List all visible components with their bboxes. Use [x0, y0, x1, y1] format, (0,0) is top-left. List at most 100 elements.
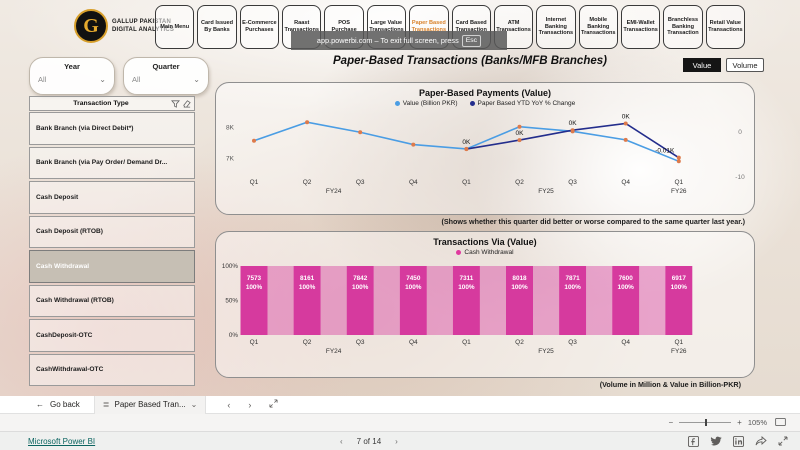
nav-tab-internet-banking-transactions[interactable]: Internet Banking Transactions	[536, 5, 576, 49]
legend-item[interactable]: Cash Withdrawal	[456, 249, 514, 256]
transaction-type-option[interactable]: Cash Withdrawal (RTOB)	[29, 284, 195, 317]
svg-text:Q3: Q3	[568, 179, 577, 186]
legend-item[interactable]: Paper Based YTD YoY % Change	[469, 100, 575, 107]
filter-icon[interactable]	[171, 99, 180, 108]
svg-text:Q1: Q1	[674, 339, 683, 346]
svg-text:0K: 0K	[622, 113, 631, 120]
fullscreen-exit-text: app.powerbi.com – To exit full screen, p…	[316, 36, 459, 45]
chevron-down-icon[interactable]: ⌄	[193, 75, 200, 84]
svg-text:FY25: FY25	[538, 348, 554, 355]
nav-tab-mobile-banking-transactions[interactable]: Mobile Banking Transactions	[578, 5, 618, 49]
svg-text:Q1: Q1	[250, 179, 259, 186]
legend-dot-icon	[456, 250, 462, 255]
svg-text:Q1: Q1	[674, 179, 683, 186]
transaction-type-header: Transaction Type	[73, 100, 129, 107]
powerbi-toolbar: ← Go back ≣ Paper Based Tran... ⌄ ‹ ›	[0, 395, 800, 414]
eraser-icon[interactable]	[182, 99, 191, 108]
svg-text:-10: -10	[735, 174, 745, 181]
fullscreen-icon[interactable]	[778, 436, 788, 446]
nav-tab-main-menu[interactable]: Main Menu	[155, 5, 195, 49]
svg-text:100%: 100%	[405, 284, 422, 291]
svg-text:Q4: Q4	[409, 179, 418, 186]
next-page-icon[interactable]: ›	[395, 436, 398, 446]
page-selector-tab[interactable]: ≣ Paper Based Tran... ⌄	[93, 395, 207, 414]
svg-text:100%: 100%	[246, 284, 263, 291]
bar-chart-legend: Cash Withdrawal	[216, 249, 754, 256]
facebook-icon[interactable]	[688, 435, 699, 447]
year-dropdown-value: All	[38, 75, 47, 84]
zoom-controls-row: − + 105%	[0, 414, 800, 431]
line-chart-title: Paper-Based Payments (Value)	[418, 88, 552, 98]
nav-tab-branchless-banking-transaction[interactable]: Branchless Banking Transaction	[663, 5, 703, 49]
transaction-type-option[interactable]: Bank Branch (via Pay Order/ Demand Dr...	[29, 146, 195, 179]
svg-text:50%: 50%	[225, 298, 238, 305]
svg-text:0K: 0K	[462, 139, 471, 146]
zoom-slider-thumb[interactable]	[705, 419, 708, 426]
nav-tab-atm-transactions[interactable]: ATM Transactions	[493, 5, 534, 49]
nav-tab-card-issued-by-banks[interactable]: Card Issued By Banks	[197, 5, 237, 49]
svg-text:7573: 7573	[247, 275, 262, 282]
fit-to-page-icon[interactable]	[775, 417, 786, 428]
next-page-icon[interactable]: ›	[248, 399, 252, 410]
share-icon[interactable]	[755, 435, 767, 447]
report-nav-tabs: Main Menu Card Issued By Banks E-Commerce …	[155, 5, 746, 49]
year-dropdown[interactable]: Year All ⌄	[29, 57, 115, 95]
svg-text:0%: 0%	[229, 332, 239, 339]
svg-text:8K: 8K	[226, 124, 235, 131]
esc-key-badge: Esc	[461, 34, 482, 47]
page-pager: ‹ 7 of 14 ›	[340, 437, 398, 446]
svg-text:Q1: Q1	[462, 339, 471, 346]
svg-text:Q2: Q2	[303, 179, 312, 186]
page-indicator: 7 of 14	[356, 436, 382, 446]
svg-text:0: 0	[738, 129, 742, 136]
svg-text:0K: 0K	[516, 130, 525, 137]
svg-text:7842: 7842	[353, 275, 368, 282]
gallup-logo: G GALLUP PAKISTAN DIGITAL ANALYTICS	[74, 9, 174, 43]
powerbi-status-bar: Microsoft Power BI ‹ 7 of 14 ›	[0, 431, 800, 450]
svg-text:FY25: FY25	[538, 188, 554, 195]
svg-text:Q2: Q2	[515, 339, 524, 346]
svg-text:100%: 100%	[671, 284, 688, 291]
line-chart-note: (Shows whether this quarter did better o…	[441, 217, 745, 226]
svg-text:Q4: Q4	[621, 179, 630, 186]
transaction-type-option[interactable]: Cash Withdrawal	[29, 250, 195, 283]
svg-text:Q1: Q1	[250, 339, 259, 346]
go-back-label: Go back	[50, 400, 80, 409]
legend-dot-icon	[394, 101, 400, 106]
microsoft-powerbi-link[interactable]: Microsoft Power BI	[28, 436, 96, 446]
page-selector-label: Paper Based Tran...	[114, 400, 186, 409]
zoom-in-icon[interactable]: +	[737, 418, 742, 427]
expand-icon[interactable]	[260, 399, 287, 410]
chevron-down-icon: ⌄	[190, 400, 198, 409]
previous-page-icon[interactable]: ‹	[340, 436, 343, 446]
quarter-dropdown[interactable]: Quarter All ⌄	[123, 57, 209, 95]
legend-item[interactable]: Value (Billion PKR)	[394, 100, 458, 107]
svg-text:-0.01K: -0.01K	[655, 148, 675, 155]
transaction-type-option[interactable]: CashDeposit-OTC	[29, 319, 195, 352]
svg-text:100%: 100%	[222, 263, 239, 270]
transactions-via-card: Transactions Via (Value) Cash Withdrawal…	[215, 231, 755, 378]
nav-tab-emi-wallet-transactions[interactable]: EMI-Wallet Transactions	[620, 5, 661, 49]
go-back-button[interactable]: ← Go back	[0, 400, 94, 409]
svg-text:100%: 100%	[352, 284, 369, 291]
chevron-down-icon[interactable]: ⌄	[99, 75, 106, 84]
year-dropdown-label: Year	[64, 62, 80, 71]
transaction-type-option[interactable]: Bank Branch (via Direct Debit*)	[29, 112, 195, 145]
transaction-type-option[interactable]: Cash Deposit	[29, 181, 195, 214]
transaction-type-option[interactable]: Cash Deposit (RTOB)	[29, 215, 195, 248]
svg-text:Q4: Q4	[621, 339, 630, 346]
twitter-icon[interactable]	[710, 436, 722, 446]
previous-page-icon[interactable]: ‹	[227, 399, 231, 410]
nav-tab-retail-value-transactions[interactable]: Retail Value Transactions	[705, 5, 746, 49]
units-footnote: (Volume in Million & Value in Billion-PK…	[599, 380, 741, 389]
linkedin-icon[interactable]	[733, 435, 744, 447]
nav-tab-e-commerce-purchases[interactable]: E-Commerce Purchases	[239, 5, 280, 49]
transaction-type-option[interactable]: CashWithdrawal-OTC	[29, 353, 195, 386]
back-arrow-icon: ←	[36, 400, 44, 409]
volume-toggle-button[interactable]: Volume	[726, 58, 764, 72]
zoom-slider[interactable]	[679, 419, 732, 426]
line-chart-legend: Value (Billion PKR) Paper Based YTD YoY %…	[216, 100, 754, 107]
value-volume-toggle: Value Volume	[683, 58, 764, 72]
zoom-out-icon[interactable]: −	[668, 418, 674, 427]
value-toggle-button[interactable]: Value	[683, 58, 721, 72]
